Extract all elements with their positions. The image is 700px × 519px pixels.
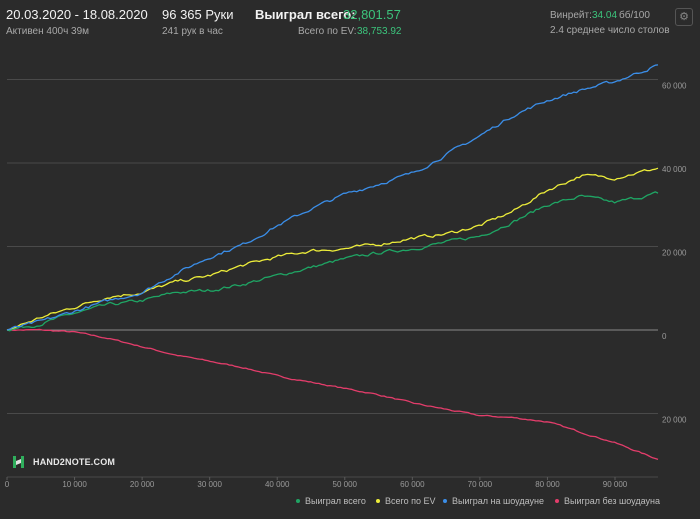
- legend-item-non-showdown[interactable]: Выиграл без шоудауна: [555, 496, 660, 506]
- series-line: [6, 167, 659, 331]
- ev-total-label: Всего по EV:: [298, 26, 357, 37]
- series-line: [6, 191, 659, 332]
- winrate-unit: бб/100: [619, 10, 650, 21]
- legend-marker-showdown: [443, 498, 447, 503]
- stats-header: 20.03.2020 - 18.08.2020 Активен 400ч 39м…: [0, 0, 700, 42]
- hands-per-hour: 241 рук в час: [162, 26, 223, 37]
- date-range: 20.03.2020 - 18.08.2020: [6, 7, 148, 22]
- legend-item-showdown[interactable]: Выиграл на шоудауне: [443, 496, 544, 506]
- x-tick-label: 40 000: [265, 480, 290, 489]
- x-tick-label: 70 000: [468, 480, 493, 489]
- legend-item-ev[interactable]: Всего по EV: [376, 496, 435, 506]
- ev-total-value: 38,753.92: [357, 26, 402, 37]
- gear-icon[interactable]: ⚙: [675, 8, 693, 26]
- avg-tables: 2.4 среднее число столов: [550, 25, 670, 36]
- x-tick-label: 10 000: [62, 480, 87, 489]
- x-tick-label: 60 000: [400, 480, 425, 489]
- hands-count: 96 365 Руки: [162, 7, 234, 22]
- won-total-value: 32,801.57: [343, 7, 401, 22]
- y-tick-label: 20 000: [662, 416, 687, 425]
- active-time: Активен 400ч 39м: [6, 26, 90, 37]
- legend-label-ev: Всего по EV: [385, 496, 436, 506]
- won-total-label: Выиграл всего:: [255, 7, 356, 22]
- legend-label-showdown: Выиграл на шоудауне: [452, 496, 544, 506]
- y-tick-label: 60 000: [662, 82, 687, 91]
- x-tick-label: 30 000: [197, 480, 222, 489]
- legend-marker-ev: [376, 498, 380, 503]
- winrate-value: 34.04: [592, 10, 618, 21]
- winrate-label: Винрейт:: [550, 10, 592, 21]
- logo-text: HAND2NOTE.COM: [33, 457, 116, 467]
- y-tick-label: 20 000: [662, 249, 687, 258]
- x-tick-label: 20 000: [130, 480, 155, 489]
- legend-marker-won: [296, 498, 300, 503]
- legend-item-won[interactable]: Выиграл всего: [296, 496, 366, 506]
- series-line: [6, 328, 659, 461]
- logo-icon: [13, 456, 24, 468]
- y-tick-label: 0: [662, 332, 667, 341]
- x-tick-label: 80 000: [535, 480, 560, 489]
- legend-label-won: Выиграл всего: [305, 496, 366, 506]
- chart-legend: Выиграл всего Всего по EV Выиграл на шоу…: [0, 496, 700, 512]
- x-tick-label: 50 000: [333, 480, 358, 489]
- legend-marker-non-showdown: [555, 498, 559, 503]
- y-tick-label: 40 000: [662, 165, 687, 174]
- series-line: [6, 64, 659, 331]
- x-tick-label: 0: [5, 480, 10, 489]
- x-tick-label: 90 000: [603, 480, 628, 489]
- legend-label-non-showdown: Выиграл без шоудауна: [564, 496, 660, 506]
